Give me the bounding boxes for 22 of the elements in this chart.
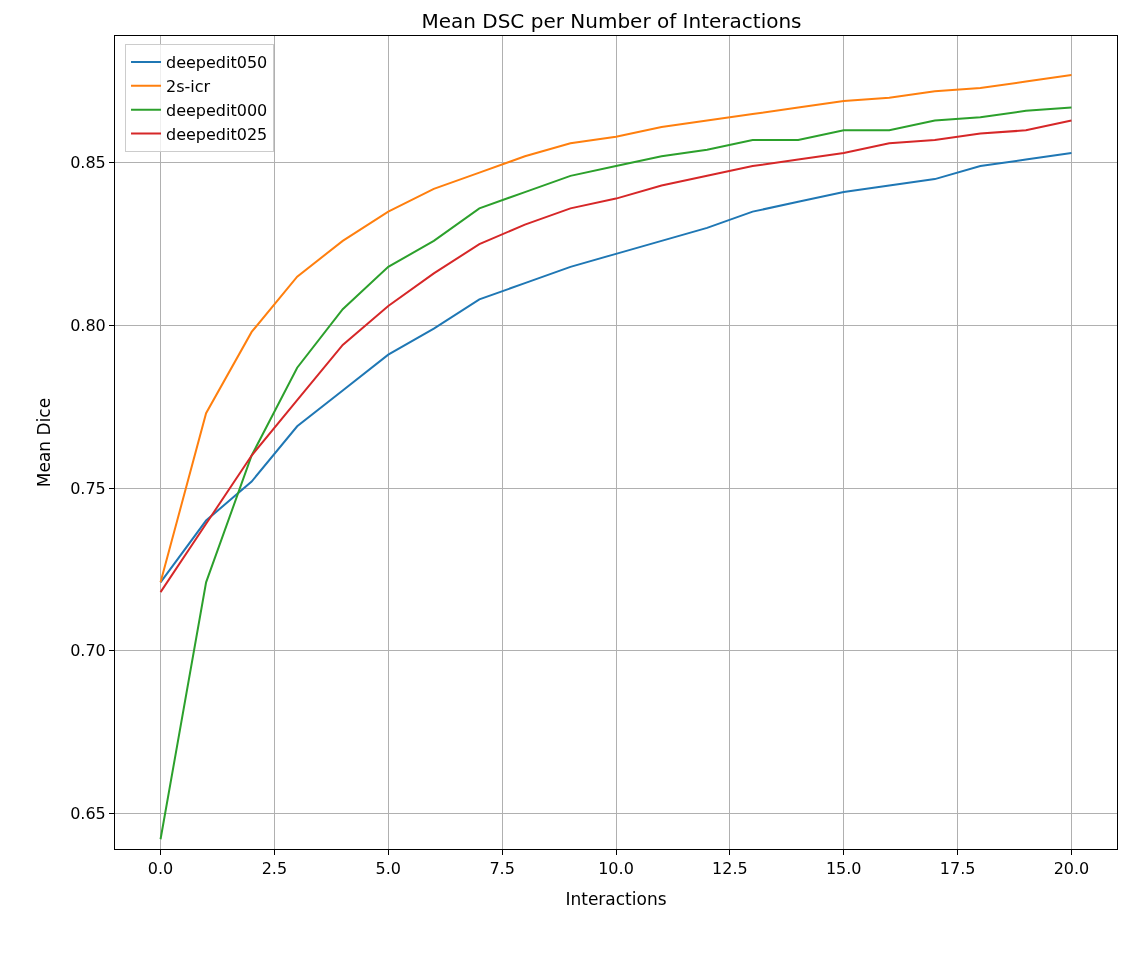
legend-label: deepedit000 [166,100,268,120]
y-tick-label: 0.70 [70,641,106,661]
x-tick-label: 20.0 [1053,859,1090,879]
legend-label: 2s-icr [166,77,211,97]
y-tick-label: 0.80 [70,316,106,336]
y-tick-label: 0.75 [70,478,106,498]
y-axis-title: Mean Dice [33,397,54,488]
x-tick-label: 5.0 [375,859,401,879]
x-tick-label: 17.5 [939,859,976,879]
y-tick-label: 0.65 [70,803,106,823]
x-tick-label: 10.0 [598,859,634,879]
x-tick-label: 12.5 [712,859,748,879]
x-tick-label: 0.0 [147,859,174,879]
chart-title: Mean DSC per Number of Interactions [421,9,802,34]
x-axis-title: Interactions [565,888,667,909]
legend-label: deepedit025 [166,124,268,144]
x-tick-label: 15.0 [825,859,862,879]
x-tick-label: 2.5 [261,859,288,879]
x-tick-label: 7.5 [489,859,515,879]
legend-label: deepedit050 [166,53,268,73]
y-tick-label: 0.85 [70,153,106,173]
line-series [159,106,1073,841]
